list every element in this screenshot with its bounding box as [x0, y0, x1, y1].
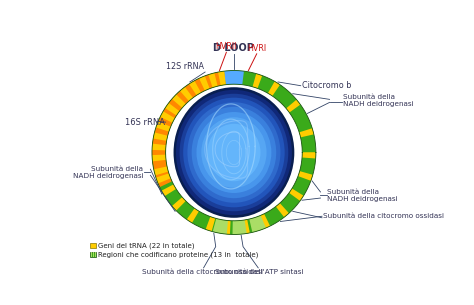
Ellipse shape [173, 87, 294, 218]
Ellipse shape [207, 124, 261, 181]
Text: HVRI: HVRI [248, 44, 267, 52]
Polygon shape [160, 111, 175, 123]
Polygon shape [162, 184, 176, 196]
Polygon shape [242, 220, 250, 234]
Polygon shape [299, 128, 314, 137]
Polygon shape [165, 103, 180, 116]
Text: D LOOP: D LOOP [213, 43, 255, 53]
Text: Subunità della
NADH deidrogenasi: Subunità della NADH deidrogenasi [328, 188, 398, 202]
Polygon shape [268, 81, 280, 96]
Ellipse shape [201, 117, 266, 188]
Ellipse shape [180, 94, 288, 211]
Polygon shape [289, 188, 304, 201]
Polygon shape [156, 173, 171, 184]
Polygon shape [259, 214, 270, 229]
Bar [90, 253, 96, 257]
Polygon shape [152, 155, 166, 161]
Text: Subunità della
NADH deidrogenasi: Subunità della NADH deidrogenasi [343, 94, 413, 107]
Polygon shape [187, 208, 199, 223]
Bar [95, 253, 96, 257]
Polygon shape [224, 70, 244, 85]
Polygon shape [152, 71, 226, 187]
Text: Citocromo b: Citocromo b [301, 81, 351, 90]
Text: Geni del tRNA (22 in totale): Geni del tRNA (22 in totale) [98, 242, 195, 249]
Polygon shape [253, 74, 262, 88]
Polygon shape [209, 73, 218, 88]
Bar [91, 253, 92, 257]
Text: Subunità della citocromo ossidasi: Subunità della citocromo ossidasi [142, 269, 263, 275]
Bar [90, 243, 96, 248]
Polygon shape [249, 215, 266, 232]
Ellipse shape [176, 90, 292, 215]
Polygon shape [154, 167, 168, 175]
Text: Subunità della citocromo ossidasi: Subunità della citocromo ossidasi [323, 213, 444, 219]
Text: Regioni che codificano proteine (13 in  totale): Regioni che codificano proteine (13 in t… [98, 252, 259, 258]
Text: 12S rRNA: 12S rRNA [166, 62, 204, 71]
Polygon shape [206, 217, 215, 231]
Ellipse shape [197, 112, 272, 193]
Polygon shape [233, 220, 247, 235]
Polygon shape [218, 71, 226, 85]
Polygon shape [152, 144, 166, 150]
Bar [93, 253, 94, 257]
Text: Subunità dell'ATP sintasi: Subunità dell'ATP sintasi [215, 269, 303, 275]
Ellipse shape [187, 102, 281, 203]
Polygon shape [213, 218, 228, 234]
Polygon shape [286, 100, 301, 113]
Polygon shape [302, 152, 316, 159]
Polygon shape [199, 76, 210, 91]
Polygon shape [153, 132, 168, 141]
Polygon shape [298, 171, 313, 181]
Text: 16S rRNA: 16S rRNA [125, 118, 164, 127]
Polygon shape [172, 94, 186, 108]
Polygon shape [189, 81, 201, 95]
Text: HVRII: HVRII [216, 42, 237, 51]
Polygon shape [180, 87, 193, 101]
Polygon shape [156, 121, 171, 132]
Ellipse shape [191, 107, 276, 198]
Polygon shape [172, 197, 186, 211]
Polygon shape [224, 220, 230, 234]
Polygon shape [276, 203, 289, 217]
Polygon shape [152, 70, 316, 235]
Ellipse shape [183, 98, 285, 207]
Text: Subunità della
NADH deidrogenasi: Subunità della NADH deidrogenasi [73, 166, 144, 179]
